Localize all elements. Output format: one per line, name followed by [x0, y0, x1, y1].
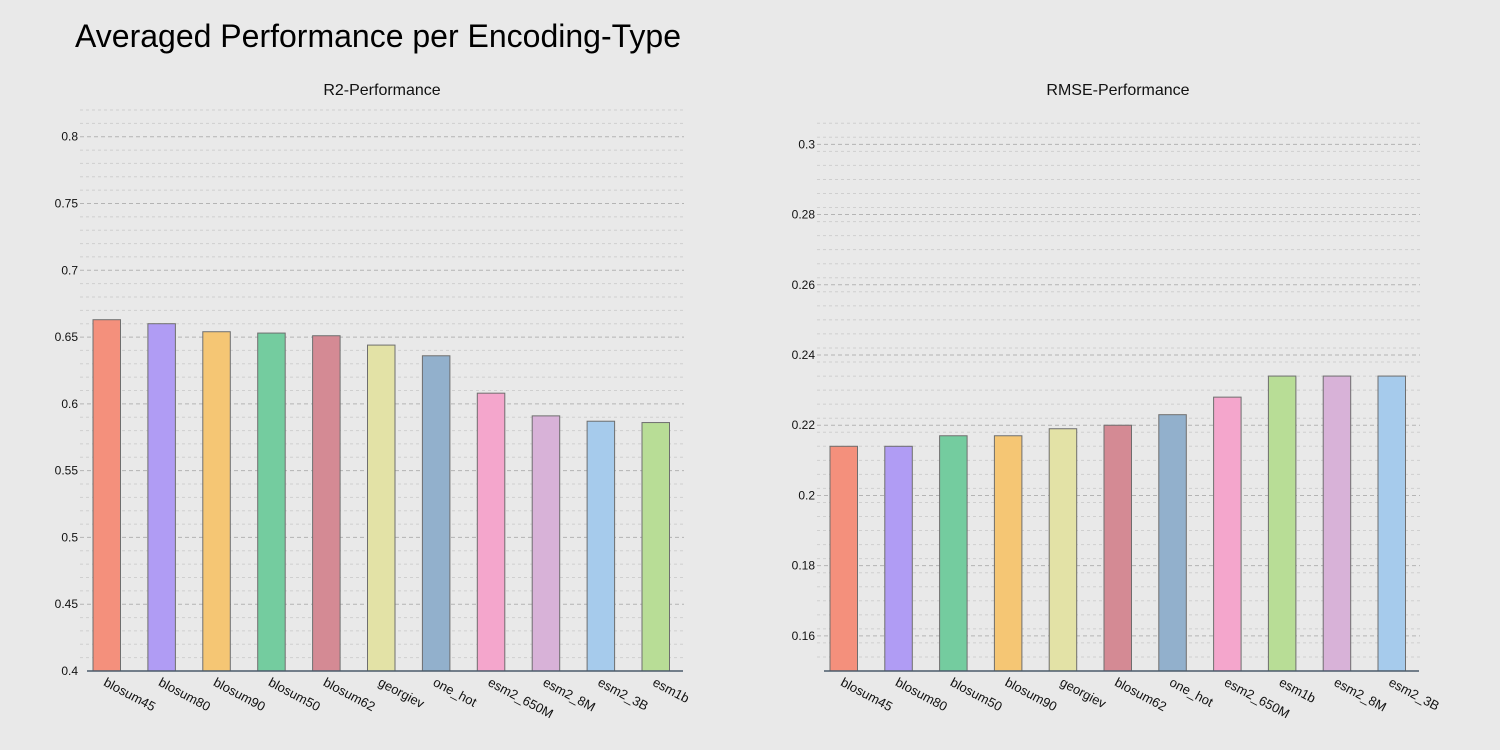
bar-esm1b: [641, 422, 670, 672]
x-tick-label: blosum50: [948, 674, 1005, 714]
bar-blosum90: [993, 435, 1023, 672]
bar-georgiev: [367, 344, 396, 672]
x-tick-label: esm2_3B: [595, 674, 651, 713]
bar-blosum90: [202, 331, 231, 672]
bar-blosum80: [884, 445, 913, 672]
bar-blosum50: [939, 435, 968, 672]
chart-title: R2-Performance: [323, 82, 440, 99]
bar-esm2_650M: [1213, 396, 1242, 672]
x-tick-label: blosum80: [156, 674, 213, 714]
bar-georgiev: [1048, 428, 1078, 672]
y-tick-label: 0.5: [61, 530, 78, 544]
bar-blosum62: [1103, 424, 1132, 672]
x-tick-label: blosum50: [266, 674, 323, 714]
y-tick-label: 0.75: [55, 197, 79, 211]
x-tick-label: blosum90: [1003, 674, 1060, 714]
y-tick-label: 0.65: [55, 330, 79, 344]
bar-blosum50: [257, 332, 286, 672]
x-tick-label: georgiev: [376, 674, 428, 711]
x-tick-label: one_hot: [431, 674, 480, 709]
chart-r2: R2-Performance 0.4 0.45 0.5 0.55 0.6 0.65 0.7 0.…: [55, 82, 692, 721]
x-tick-label: blosum45: [101, 674, 158, 714]
y-tick-label: 0.2: [798, 488, 815, 502]
y-tick-label: 0.4: [61, 664, 78, 678]
y-tick-label: 0.16: [792, 629, 816, 643]
bar-blosum45: [829, 445, 858, 672]
y-tick-label: 0.22: [792, 418, 816, 432]
x-tick-label: blosum62: [321, 674, 378, 714]
bar-esm2_8M: [531, 415, 561, 672]
x-tick-label: esm1b: [650, 674, 692, 706]
x-tick-label: blosum80: [893, 674, 950, 714]
chart-rmse: RMSE-Performance 0.16 0.18 0.2 0.22 0.24 0.26 0…: [792, 82, 1442, 721]
x-tick-label: esm1b: [1277, 674, 1319, 706]
x-tick-label: esm2_3B: [1386, 674, 1442, 713]
x-tick-label: esm2_8M: [1332, 674, 1389, 714]
y-tick-label: 0.7: [61, 263, 78, 277]
bar-one_hot: [421, 355, 451, 672]
bar-esm2_3B: [1377, 375, 1406, 672]
x-tick-label: blosum90: [211, 674, 268, 714]
y-tick-label: 0.3: [798, 137, 815, 151]
x-tick-label: one_hot: [1167, 674, 1216, 709]
x-tick-label: blosum62: [1112, 674, 1169, 714]
bar-one_hot: [1158, 414, 1187, 672]
bar-esm2_8M: [1322, 375, 1352, 672]
y-tick-label: 0.8: [61, 130, 78, 144]
y-tick-label: 0.18: [792, 559, 816, 573]
bar-blosum80: [147, 323, 176, 672]
bar-esm1b: [1267, 375, 1297, 672]
y-tick-label: 0.24: [792, 348, 816, 362]
y-tick-label: 0.28: [792, 208, 816, 222]
bar-blosum45: [92, 319, 121, 672]
y-tick-label: 0.45: [55, 597, 79, 611]
x-tick-label: georgiev: [1058, 674, 1110, 711]
bar-esm2_650M: [476, 392, 506, 672]
x-tick-label: blosum45: [838, 674, 895, 714]
figure-title: Averaged Performance per Encoding-Type: [75, 18, 681, 54]
y-tick-label: 0.6: [61, 397, 78, 411]
bar-esm2_3B: [586, 420, 616, 672]
chart-title: RMSE-Performance: [1046, 82, 1189, 99]
y-tick-label: 0.55: [55, 464, 79, 478]
y-tick-label: 0.26: [792, 278, 816, 292]
bar-blosum62: [312, 335, 341, 672]
